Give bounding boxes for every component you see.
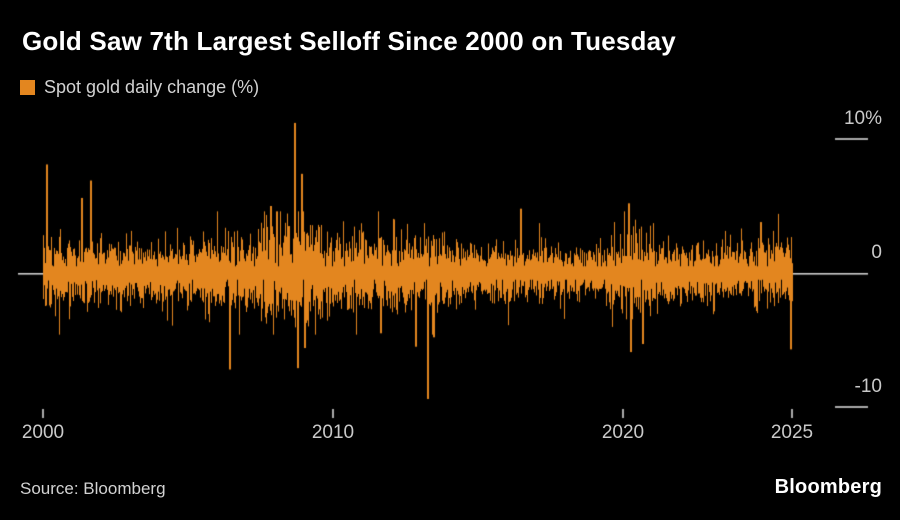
legend: Spot gold daily change (%) — [20, 77, 259, 98]
x-tick-label-2000: 2000 — [21, 422, 65, 443]
y-tick-label-10: 10% — [843, 108, 882, 129]
y-tick-label--10: -10 — [854, 376, 882, 397]
bloomberg-logo: Bloomberg — [774, 476, 882, 498]
source-note: Source: Bloomberg — [20, 479, 166, 498]
legend-label: Spot gold daily change (%) — [44, 77, 260, 97]
legend-swatch-icon — [20, 80, 35, 95]
page-title: Gold Saw 7th Largest Selloff Since 2000 … — [22, 26, 676, 56]
x-tick-label-2025: 2025 — [770, 422, 814, 443]
x-tick-label-2010: 2010 — [311, 422, 355, 443]
x-tick-label-2020: 2020 — [601, 422, 645, 443]
y-tick-label-0: 0 — [871, 242, 882, 263]
